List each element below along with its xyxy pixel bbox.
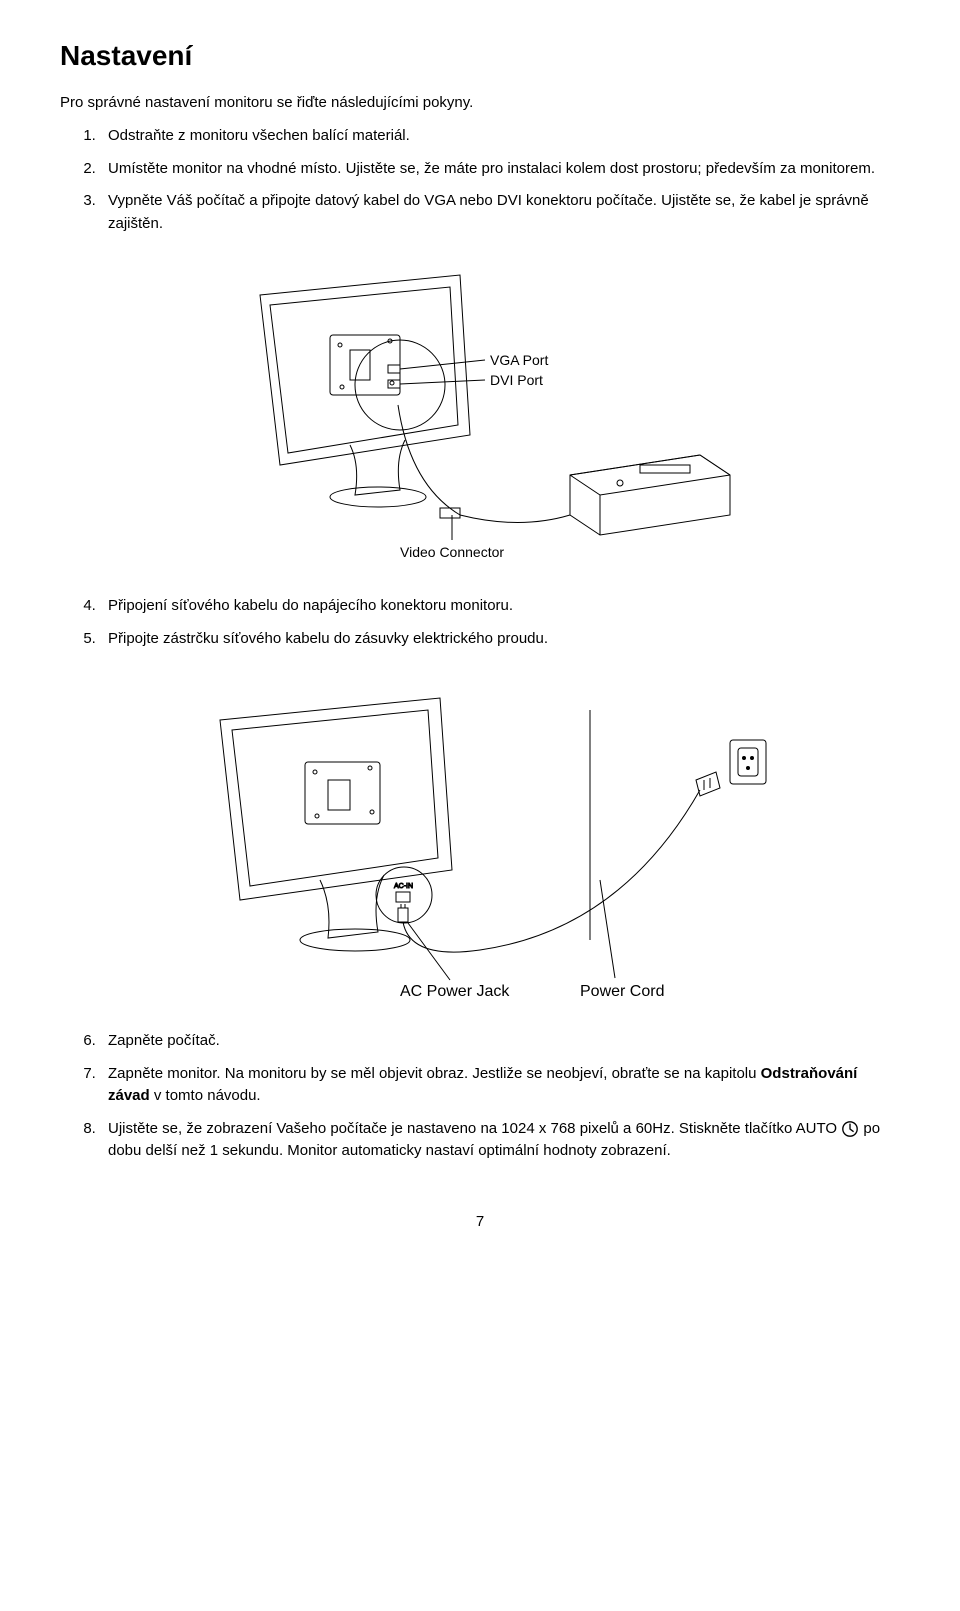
video-connector-label: Video Connector <box>400 544 504 560</box>
step-8-text-a: Ujistěte se, že zobrazení Vašeho počítač… <box>108 1120 837 1137</box>
step-2: Umístěte monitor na vhodné místo. Ujistě… <box>100 158 900 181</box>
power-cord-label: Power Cord <box>580 983 664 1000</box>
vga-port-label: VGA Port <box>490 352 548 368</box>
intro-text: Pro správné nastavení monitoru se řiďte … <box>60 92 900 113</box>
page-number: 7 <box>60 1213 900 1230</box>
diagram-ports: VGA Port DVI Port Video Connector <box>200 265 760 565</box>
auto-button-icon <box>841 1120 859 1138</box>
step-3: Vypněte Váš počítač a připojte datový ka… <box>100 190 900 235</box>
diagram-power: AC-IN AC Power Jack Power Cord <box>160 680 800 1000</box>
dvi-port-label: DVI Port <box>490 372 543 388</box>
step-7-text-c: v tomto návodu. <box>150 1087 261 1104</box>
acin-tiny-label: AC-IN <box>394 883 413 890</box>
page-title: Nastavení <box>60 40 900 72</box>
step-5: Připojte zástrčku síťového kabelu do zás… <box>100 628 900 651</box>
step-7: Zapněte monitor. Na monitoru by se měl o… <box>100 1063 900 1108</box>
step-4: Připojení síťového kabelu do napájecího … <box>100 595 900 618</box>
step-7-text-a: Zapněte monitor. Na monitoru by se měl o… <box>108 1065 761 1082</box>
step-8: Ujistěte se, že zobrazení Vašeho počítač… <box>100 1118 900 1163</box>
step-6: Zapněte počítač. <box>100 1030 900 1053</box>
ac-power-jack-label: AC Power Jack <box>400 983 510 1000</box>
step-1: Odstraňte z monitoru všechen balící mate… <box>100 125 900 148</box>
